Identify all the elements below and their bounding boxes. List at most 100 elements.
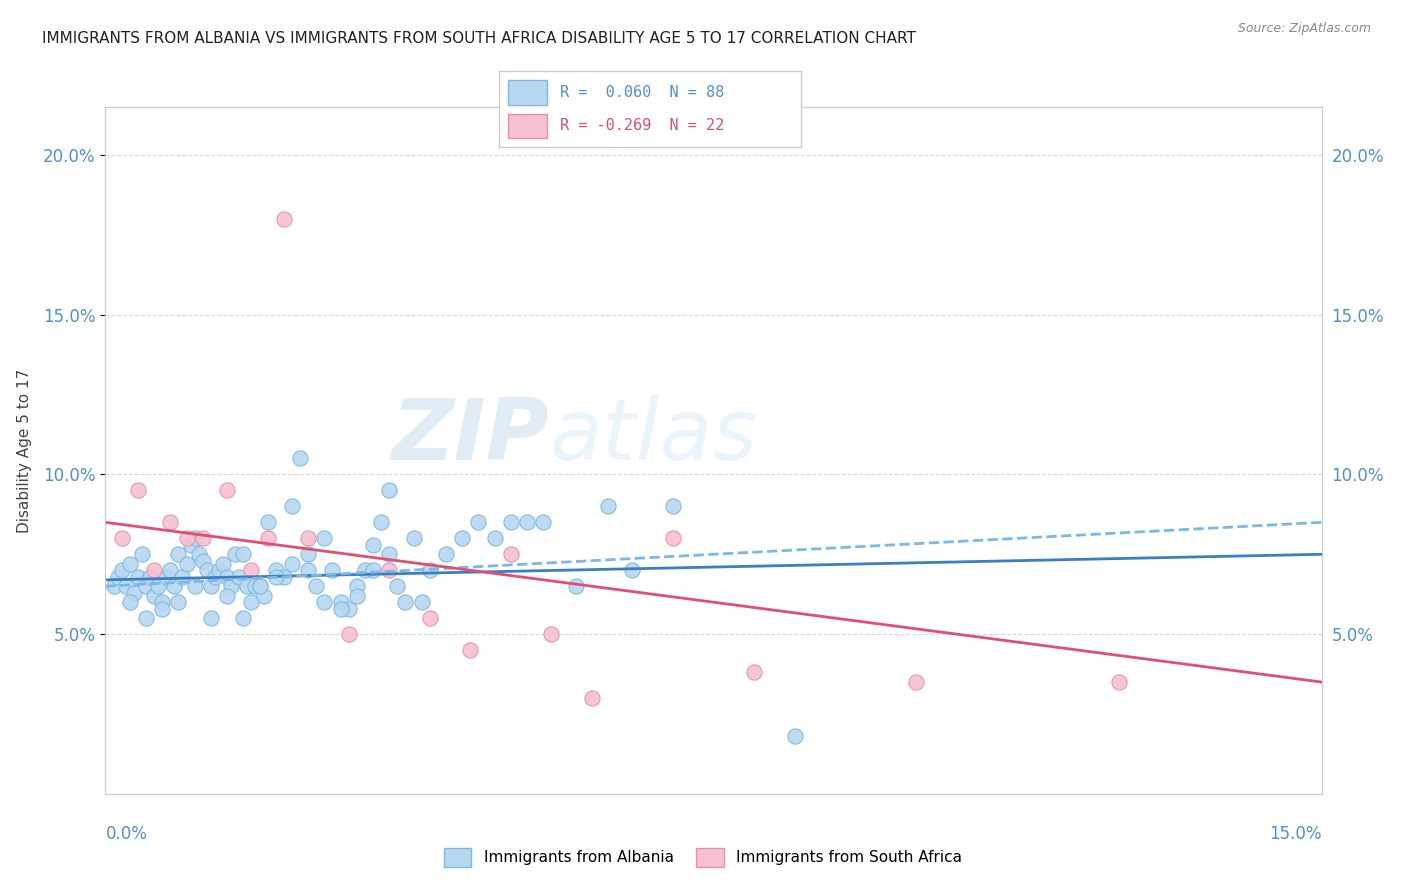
Point bbox=[249, 579, 271, 593]
Text: ZIP: ZIP bbox=[392, 395, 550, 478]
Point bbox=[288, 451, 311, 466]
Point bbox=[378, 483, 401, 498]
Text: 0.0%: 0.0% bbox=[105, 825, 148, 843]
Point bbox=[143, 589, 166, 603]
Point bbox=[281, 500, 304, 514]
Point bbox=[195, 563, 218, 577]
Point bbox=[217, 569, 239, 583]
Point bbox=[131, 547, 153, 561]
Point bbox=[212, 557, 235, 571]
Point bbox=[742, 665, 765, 680]
Point bbox=[378, 563, 401, 577]
Point bbox=[232, 547, 254, 561]
Text: R =  0.060  N = 88: R = 0.060 N = 88 bbox=[560, 85, 724, 100]
Point bbox=[183, 579, 205, 593]
Point bbox=[252, 589, 274, 603]
Point bbox=[621, 563, 644, 577]
Point bbox=[499, 516, 522, 530]
Point bbox=[256, 516, 278, 530]
Point bbox=[187, 547, 209, 561]
Point bbox=[337, 627, 360, 641]
Point bbox=[297, 547, 319, 561]
Point bbox=[662, 531, 685, 545]
Point bbox=[240, 563, 263, 577]
Point bbox=[564, 579, 586, 593]
Point bbox=[256, 531, 278, 545]
Point bbox=[361, 538, 384, 552]
Point bbox=[159, 516, 181, 530]
Point bbox=[127, 569, 149, 583]
Point bbox=[122, 585, 145, 599]
Point bbox=[540, 627, 562, 641]
Point bbox=[146, 579, 169, 593]
Point bbox=[228, 569, 250, 583]
Point bbox=[402, 531, 425, 545]
Point bbox=[387, 579, 409, 593]
FancyBboxPatch shape bbox=[508, 114, 547, 138]
Text: atlas: atlas bbox=[550, 395, 758, 478]
FancyBboxPatch shape bbox=[508, 80, 547, 104]
Point bbox=[1108, 675, 1130, 690]
Point bbox=[264, 569, 287, 583]
Point bbox=[208, 563, 231, 577]
Point bbox=[127, 483, 149, 498]
Point bbox=[321, 563, 343, 577]
Point bbox=[143, 563, 166, 577]
Point bbox=[219, 579, 242, 593]
Point bbox=[499, 547, 522, 561]
Point bbox=[354, 563, 377, 577]
Point bbox=[305, 579, 328, 593]
Point bbox=[783, 730, 806, 744]
Point bbox=[191, 554, 214, 568]
Point bbox=[167, 595, 190, 609]
Point bbox=[111, 563, 134, 577]
Point bbox=[581, 691, 603, 706]
Point bbox=[314, 595, 336, 609]
Point bbox=[200, 579, 222, 593]
Point bbox=[139, 569, 162, 583]
Point bbox=[662, 500, 685, 514]
Point bbox=[176, 557, 198, 571]
Point bbox=[273, 569, 295, 583]
Text: 15.0%: 15.0% bbox=[1270, 825, 1322, 843]
Point bbox=[297, 563, 319, 577]
Point bbox=[370, 516, 392, 530]
Point bbox=[163, 579, 186, 593]
Point bbox=[183, 531, 205, 545]
Point bbox=[217, 483, 239, 498]
Point bbox=[484, 531, 506, 545]
Point bbox=[176, 531, 198, 545]
Point bbox=[240, 595, 263, 609]
Point bbox=[167, 547, 190, 561]
Point bbox=[118, 595, 141, 609]
Y-axis label: Disability Age 5 to 17: Disability Age 5 to 17 bbox=[17, 368, 32, 533]
Text: R = -0.269  N = 22: R = -0.269 N = 22 bbox=[560, 119, 724, 134]
Point bbox=[107, 569, 129, 583]
Point bbox=[155, 569, 177, 583]
Point bbox=[245, 579, 267, 593]
Point bbox=[419, 611, 441, 625]
Point bbox=[516, 516, 538, 530]
Point bbox=[135, 579, 157, 593]
Point bbox=[361, 563, 384, 577]
Point bbox=[411, 595, 433, 609]
Point bbox=[114, 579, 136, 593]
Point bbox=[467, 516, 489, 530]
Point bbox=[905, 675, 928, 690]
Point bbox=[118, 557, 141, 571]
Point bbox=[297, 531, 319, 545]
Text: IMMIGRANTS FROM ALBANIA VS IMMIGRANTS FROM SOUTH AFRICA DISABILITY AGE 5 TO 17 C: IMMIGRANTS FROM ALBANIA VS IMMIGRANTS FR… bbox=[42, 31, 917, 46]
Point bbox=[191, 531, 214, 545]
Point bbox=[281, 557, 304, 571]
Point bbox=[224, 547, 246, 561]
Point bbox=[264, 563, 287, 577]
Point bbox=[273, 211, 295, 226]
Point bbox=[150, 595, 173, 609]
Point bbox=[236, 579, 259, 593]
Point bbox=[378, 547, 401, 561]
Legend: Immigrants from Albania, Immigrants from South Africa: Immigrants from Albania, Immigrants from… bbox=[444, 848, 962, 866]
Point bbox=[329, 595, 352, 609]
Point bbox=[249, 579, 271, 593]
Point bbox=[598, 500, 620, 514]
Point bbox=[346, 589, 368, 603]
